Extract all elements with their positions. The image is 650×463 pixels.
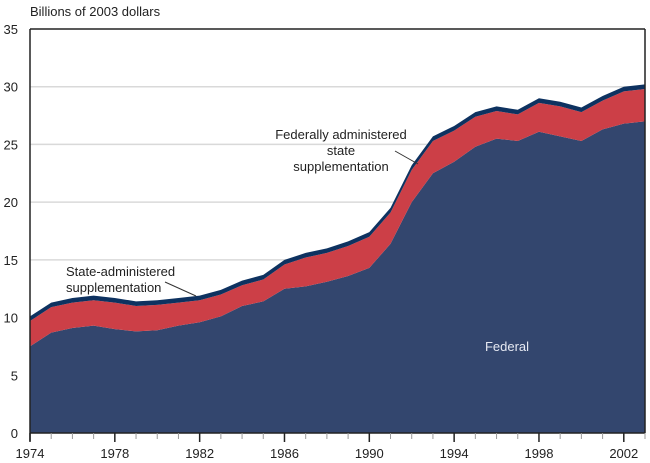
x-tick-label: 1986 bbox=[270, 446, 299, 461]
label-federally-administered-line: state bbox=[327, 143, 355, 158]
x-tick-label: 2002 bbox=[609, 446, 638, 461]
annotations: State-administeredsupplementationFederal… bbox=[66, 127, 529, 354]
x-axis-ticks: 1974 1978 1982 1986 1990 1994 1998 2002 bbox=[16, 433, 646, 461]
axes bbox=[29, 28, 646, 441]
y-tick-label: 30 bbox=[4, 80, 18, 95]
x-tick-label: 1974 bbox=[16, 446, 45, 461]
label-federally-administered: Federally administeredstatesupplementati… bbox=[275, 127, 407, 174]
y-tick-label: 35 bbox=[4, 22, 18, 37]
area-federal bbox=[30, 121, 645, 433]
label-state-administered-line: supplementation bbox=[66, 280, 161, 295]
area-state-administered-supplementation bbox=[30, 84, 645, 322]
y-tick-label: 25 bbox=[4, 137, 18, 152]
x-tick-label: 1998 bbox=[525, 446, 554, 461]
y-axis-unit-label: Billions of 2003 dollars bbox=[30, 4, 161, 19]
label-federally-administered-line: Federally administered bbox=[275, 127, 407, 142]
area-federally-administered-state-supplementation bbox=[30, 89, 645, 347]
label-federal: Federal bbox=[485, 339, 529, 354]
leader-line-federally-administered bbox=[394, 150, 419, 165]
y-tick-label: 10 bbox=[4, 311, 18, 326]
y-tick-label: 5 bbox=[11, 368, 18, 383]
area-series bbox=[30, 84, 645, 433]
x-tick-label: 1978 bbox=[100, 446, 129, 461]
y-tick-label: 20 bbox=[4, 195, 18, 210]
leader-line-state-administered bbox=[164, 281, 197, 297]
y-tick-label: 0 bbox=[11, 426, 18, 441]
label-state-administered-line: State-administered bbox=[66, 264, 175, 279]
x-tick-label: 1990 bbox=[355, 446, 384, 461]
label-federally-administered-line: supplementation bbox=[293, 159, 388, 174]
x-tick-label: 1982 bbox=[185, 446, 214, 461]
x-tick-label: 1994 bbox=[440, 446, 469, 461]
y-tick-label: 15 bbox=[4, 253, 18, 268]
label-federal-line: Federal bbox=[485, 339, 529, 354]
y-axis-ticks: 0 5 10 15 20 25 30 35 bbox=[4, 22, 18, 441]
